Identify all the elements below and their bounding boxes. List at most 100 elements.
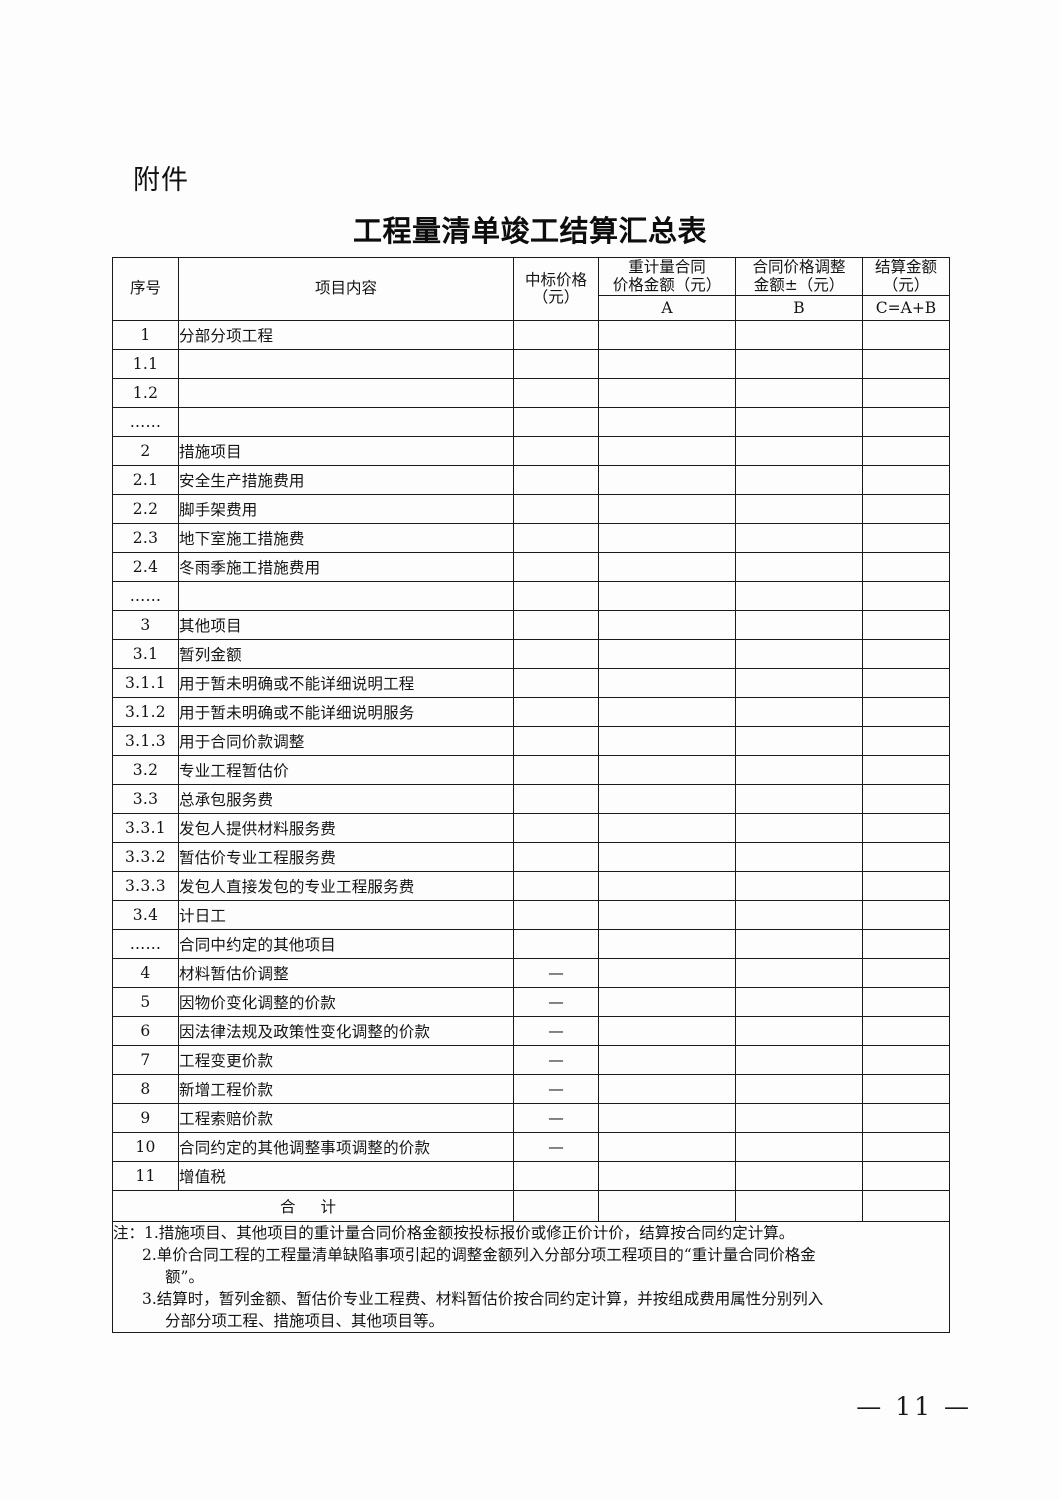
row-bid-price-cell[interactable]: — [513, 958, 599, 988]
row-bid-price-cell[interactable]: — [513, 1074, 599, 1104]
row-settlement-cell[interactable] [862, 1074, 950, 1104]
row-settlement-cell[interactable] [862, 1045, 950, 1075]
row-remeasure-cell[interactable] [598, 552, 736, 582]
row-bid-price-cell[interactable] [513, 610, 599, 640]
row-bid-price-cell[interactable] [513, 436, 599, 466]
row-settlement-cell[interactable] [862, 465, 950, 495]
row-settlement-cell[interactable] [862, 436, 950, 466]
row-adjust-cell[interactable] [735, 958, 863, 988]
row-remeasure-cell[interactable] [598, 813, 736, 843]
row-settlement-cell[interactable] [862, 639, 950, 669]
row-bid-price-cell[interactable] [513, 929, 599, 959]
row-remeasure-cell[interactable] [598, 1074, 736, 1104]
row-settlement-cell[interactable] [862, 726, 950, 756]
row-bid-price-cell[interactable] [513, 349, 599, 379]
row-remeasure-cell[interactable] [598, 871, 736, 901]
row-settlement-cell[interactable] [862, 929, 950, 959]
row-remeasure-cell[interactable] [598, 987, 736, 1017]
row-adjust-cell[interactable] [735, 1103, 863, 1133]
row-bid-price-cell[interactable] [513, 755, 599, 785]
row-adjust-cell[interactable] [735, 842, 863, 872]
row-settlement-cell[interactable] [862, 494, 950, 524]
row-bid-price-cell[interactable] [513, 407, 599, 437]
row-bid-price-cell[interactable] [513, 842, 599, 872]
row-bid-price-cell[interactable] [513, 581, 599, 611]
row-adjust-cell[interactable] [735, 1045, 863, 1075]
row-settlement-cell[interactable] [862, 610, 950, 640]
row-adjust-cell[interactable] [735, 552, 863, 582]
row-adjust-cell[interactable] [735, 610, 863, 640]
row-settlement-cell[interactable] [862, 784, 950, 814]
row-remeasure-cell[interactable] [598, 1132, 736, 1162]
row-bid-price-cell[interactable] [513, 639, 599, 669]
row-settlement-cell[interactable] [862, 900, 950, 930]
row-remeasure-cell[interactable] [598, 784, 736, 814]
row-bid-price-cell[interactable]: — [513, 1016, 599, 1046]
row-settlement-cell[interactable] [862, 523, 950, 553]
row-remeasure-cell[interactable] [598, 610, 736, 640]
row-bid-price-cell[interactable] [513, 1161, 599, 1191]
row-bid-price-cell[interactable]: — [513, 1045, 599, 1075]
row-adjust-cell[interactable] [735, 639, 863, 669]
row-adjust-cell[interactable] [735, 929, 863, 959]
row-remeasure-cell[interactable] [598, 958, 736, 988]
row-bid-price-cell[interactable] [513, 900, 599, 930]
row-settlement-cell[interactable] [862, 697, 950, 727]
row-remeasure-cell[interactable] [598, 668, 736, 698]
row-adjust-cell[interactable] [735, 349, 863, 379]
row-adjust-cell[interactable] [735, 987, 863, 1017]
row-adjust-cell[interactable] [735, 1161, 863, 1191]
row-settlement-cell[interactable] [862, 349, 950, 379]
row-bid-price-cell[interactable]: — [513, 1103, 599, 1133]
row-adjust-cell[interactable] [735, 1132, 863, 1162]
row-bid-price-cell[interactable] [513, 552, 599, 582]
row-remeasure-cell[interactable] [598, 320, 736, 350]
row-remeasure-cell[interactable] [598, 378, 736, 408]
row-adjust-cell[interactable] [735, 726, 863, 756]
row-adjust-cell[interactable] [735, 378, 863, 408]
row-bid-price-cell[interactable] [513, 668, 599, 698]
row-settlement-cell[interactable] [862, 668, 950, 698]
row-adjust-cell[interactable] [735, 668, 863, 698]
row-adjust-cell[interactable] [735, 900, 863, 930]
row-settlement-cell[interactable] [862, 755, 950, 785]
row-adjust-cell[interactable] [735, 494, 863, 524]
row-adjust-cell[interactable] [735, 813, 863, 843]
row-remeasure-cell[interactable] [598, 436, 736, 466]
row-remeasure-cell[interactable] [598, 1016, 736, 1046]
row-adjust-cell[interactable] [735, 320, 863, 350]
row-adjust-cell[interactable] [735, 581, 863, 611]
row-adjust-cell[interactable] [735, 465, 863, 495]
row-settlement-cell[interactable] [862, 1016, 950, 1046]
row-remeasure-cell[interactable] [598, 1103, 736, 1133]
row-bid-price-cell[interactable] [513, 784, 599, 814]
row-settlement-cell[interactable] [862, 1161, 950, 1191]
row-adjust-cell[interactable] [735, 1016, 863, 1046]
row-settlement-cell[interactable] [862, 407, 950, 437]
total-bid-price-cell[interactable] [513, 1190, 599, 1222]
row-settlement-cell[interactable] [862, 871, 950, 901]
row-bid-price-cell[interactable]: — [513, 1132, 599, 1162]
row-bid-price-cell[interactable]: — [513, 987, 599, 1017]
row-remeasure-cell[interactable] [598, 407, 736, 437]
row-bid-price-cell[interactable] [513, 813, 599, 843]
row-settlement-cell[interactable] [862, 320, 950, 350]
row-settlement-cell[interactable] [862, 552, 950, 582]
row-remeasure-cell[interactable] [598, 349, 736, 379]
row-adjust-cell[interactable] [735, 755, 863, 785]
row-remeasure-cell[interactable] [598, 581, 736, 611]
row-adjust-cell[interactable] [735, 523, 863, 553]
row-remeasure-cell[interactable] [598, 1045, 736, 1075]
total-remeasure-cell[interactable] [598, 1190, 736, 1222]
row-remeasure-cell[interactable] [598, 465, 736, 495]
row-remeasure-cell[interactable] [598, 639, 736, 669]
row-remeasure-cell[interactable] [598, 697, 736, 727]
row-settlement-cell[interactable] [862, 1132, 950, 1162]
row-remeasure-cell[interactable] [598, 523, 736, 553]
row-remeasure-cell[interactable] [598, 900, 736, 930]
row-remeasure-cell[interactable] [598, 1161, 736, 1191]
row-settlement-cell[interactable] [862, 581, 950, 611]
row-bid-price-cell[interactable] [513, 465, 599, 495]
row-adjust-cell[interactable] [735, 697, 863, 727]
row-bid-price-cell[interactable] [513, 871, 599, 901]
